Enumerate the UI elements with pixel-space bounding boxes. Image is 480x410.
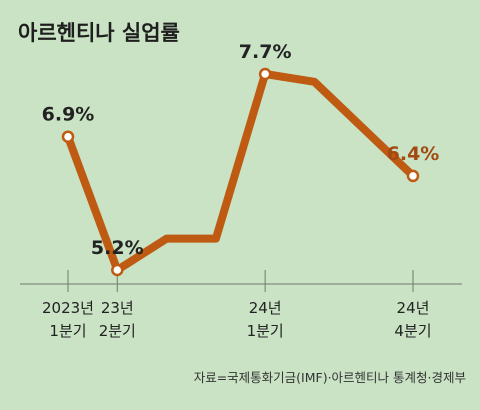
- x-tick-label: 24년: [249, 299, 282, 317]
- series-line: [64, 70, 417, 274]
- chart-title: 아르헨티나 실업률: [18, 21, 180, 45]
- x-tick-label: 4분기: [394, 322, 431, 340]
- source-note: 자료=국제통화기금(IMF)·아르헨티나 통계청·경제부: [194, 370, 466, 385]
- x-tick-label: 2분기: [99, 322, 136, 340]
- data-label: 5.2%: [91, 237, 144, 259]
- data-point: [111, 263, 124, 277]
- x-tick-label: 2023년: [42, 299, 94, 317]
- data-label: 6.9%: [42, 104, 95, 126]
- data-point: [258, 67, 272, 81]
- data-point: [406, 169, 420, 183]
- x-tick-label: 23년: [101, 299, 134, 317]
- x-tick-label: 1분기: [247, 322, 284, 340]
- data-point: [61, 130, 75, 143]
- data-labels: 6.9% 5.2% 7.7% 6.4%: [42, 41, 440, 259]
- data-points: [61, 67, 420, 277]
- x-tick-label: 24년: [397, 299, 430, 317]
- series-line-path: [64, 70, 417, 274]
- data-label: 7.7%: [239, 41, 292, 63]
- x-axis-tick-labels: 2023년 1분기 23년 2분기 24년 1분기 24년 4분기: [42, 299, 432, 340]
- data-label: 6.4%: [387, 143, 440, 165]
- x-tick-label: 1분기: [49, 322, 86, 340]
